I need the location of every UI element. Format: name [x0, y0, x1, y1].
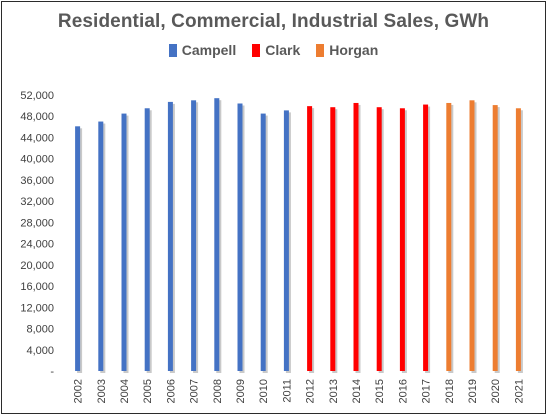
bar-horgan-2019	[469, 100, 475, 372]
legend-label: Campell	[181, 42, 237, 58]
x-tick-label: 2007	[189, 379, 201, 403]
bar-clark-2014	[353, 102, 359, 371]
y-axis: - 4,000 8,000 12,000 16,000 20,000 24,000 28,00…	[20, 90, 54, 378]
y-tick-label: 20,000	[20, 260, 54, 272]
legend-label: Horgan	[329, 42, 379, 58]
y-tick-label: -	[50, 366, 54, 378]
x-tick-label: 2002	[73, 379, 85, 403]
x-tick-label: 2008	[212, 379, 224, 403]
x-tick-label: 2020	[490, 379, 502, 403]
y-tick-label: 48,000	[20, 111, 54, 123]
x-tick-label: 2017	[421, 379, 433, 403]
y-tick-label: 24,000	[20, 239, 54, 251]
bar-campell-2003	[98, 121, 104, 372]
legend-item-campell: Campell	[168, 42, 237, 58]
y-tick-label: 4,000	[26, 345, 54, 357]
bar-campell-2010	[260, 113, 266, 372]
x-tick-label: 2004	[119, 379, 131, 403]
bar-horgan-2018	[446, 102, 452, 371]
x-tick-label: 2003	[96, 379, 108, 403]
legend-swatch	[168, 43, 177, 57]
x-tick-label: 2013	[328, 379, 340, 403]
x-tick-label: 2010	[258, 379, 270, 403]
bar-horgan-2021	[515, 108, 521, 372]
legend-label: Clark	[265, 42, 301, 58]
bar-clark-2015	[376, 107, 382, 371]
x-tick-label: 2005	[142, 379, 154, 403]
y-tick-label: 44,000	[20, 132, 54, 144]
x-tick-label: 2016	[397, 379, 409, 403]
bar-campell-2005	[144, 108, 150, 372]
x-tick-label: 2012	[305, 379, 317, 403]
x-tick-label: 2009	[235, 379, 247, 403]
bar-campell-2008	[214, 98, 220, 371]
x-tick-label: 2018	[444, 379, 456, 403]
bar-campell-2009	[237, 103, 243, 371]
bar-clark-2012	[307, 106, 313, 372]
y-tick-label: 16,000	[20, 281, 54, 293]
x-tick-label: 2014	[351, 379, 363, 403]
bar-horgan-2020	[492, 105, 498, 371]
bar-campell-2002	[75, 126, 81, 371]
x-axis: 2002 2003 2004 2005 2006 2007 2008 2009 2010 2011…	[73, 379, 526, 403]
chart-legend: Campell Clark Horgan	[0, 42, 547, 58]
y-tick-label: 12,000	[20, 302, 54, 314]
bar-campell-2006	[167, 101, 173, 372]
legend-item-horgan: Horgan	[316, 42, 378, 58]
chart-title: Residential, Commercial, Industrial Sale…	[57, 11, 490, 32]
bar-campell-2007	[191, 100, 197, 372]
y-tick-label: 36,000	[20, 175, 54, 187]
y-tick-label: 32,000	[20, 196, 54, 208]
x-tick-label: 2015	[374, 379, 386, 403]
bar-campell-2004	[121, 113, 127, 372]
x-tick-label: 2006	[165, 379, 177, 403]
x-tick-label: 2019	[467, 379, 479, 403]
y-tick-label: 8,000	[26, 324, 54, 336]
y-tick-label: 52,000	[20, 90, 54, 102]
bar-clark-2013	[330, 107, 336, 371]
x-tick-label: 2011	[281, 379, 293, 403]
legend-swatch	[316, 43, 325, 57]
x-tick-label: 2021	[513, 379, 525, 403]
bar-clark-2017	[423, 104, 429, 372]
legend-swatch	[252, 43, 261, 57]
bar-clark-2016	[399, 108, 405, 372]
bars	[75, 98, 523, 374]
legend-item-clark: Clark	[252, 42, 300, 58]
y-tick-label: 40,000	[20, 154, 54, 166]
y-tick-label: 28,000	[20, 217, 54, 229]
bar-campell-2011	[283, 110, 289, 372]
